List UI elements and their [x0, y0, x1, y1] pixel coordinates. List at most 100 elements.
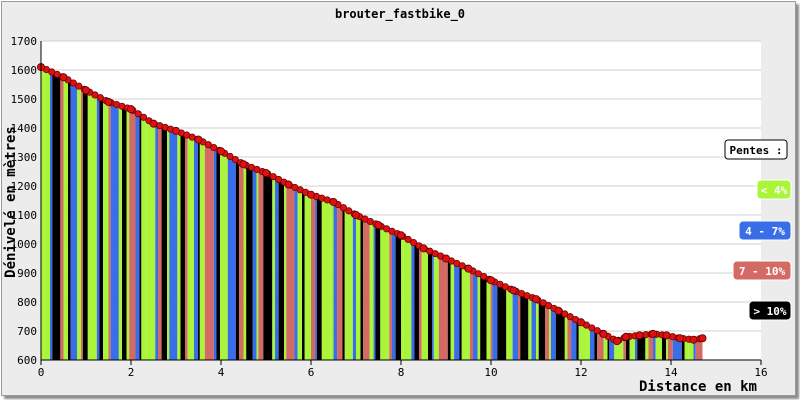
slope-bar: [538, 300, 545, 360]
slope-bar: [492, 280, 498, 360]
slope-bar: [344, 208, 353, 360]
slope-bar: [220, 150, 226, 360]
slope-bar: [571, 317, 577, 360]
slope-bar: [421, 247, 428, 360]
elevation-point: [441, 254, 450, 263]
slope-bar: [590, 326, 595, 360]
slope-bar: [473, 270, 478, 360]
slope-bar: [99, 97, 104, 360]
slope-bar: [428, 250, 433, 360]
slope-bar: [146, 119, 156, 360]
slope-bar: [96, 95, 100, 361]
slope-bar: [555, 309, 565, 360]
chart-title: brouter_fastbike_0: [335, 7, 465, 22]
slope-bar: [549, 305, 551, 360]
slope-bar: [486, 277, 491, 360]
legend-swatch: [756, 179, 792, 200]
slope-bar: [528, 296, 532, 360]
legend-label: > 10%: [753, 305, 786, 318]
elevation-points: [37, 63, 707, 346]
elevation-point: [345, 207, 353, 215]
elevation-point: [410, 239, 418, 247]
slope-bar: [645, 334, 649, 360]
slope-bar: [545, 303, 550, 360]
slope-bar: [411, 241, 415, 360]
slope-bar: [256, 169, 259, 360]
slope-bar: [246, 165, 253, 360]
slope-bar: [375, 223, 381, 360]
slope-bar: [158, 125, 162, 360]
slope-bar: [459, 264, 462, 360]
elevation-point: [261, 168, 270, 177]
elevation-point: [134, 110, 142, 118]
slope-bar: [637, 334, 646, 360]
slope-bar: [311, 194, 316, 360]
slope-bar: [239, 161, 244, 360]
slope-bar: [497, 283, 507, 360]
slope-bar: [403, 236, 412, 360]
legend-swatch: [748, 300, 792, 321]
elevation-point: [613, 337, 622, 346]
elevation-point: [532, 295, 541, 304]
slope-bar: [198, 139, 200, 360]
slope-bar: [567, 315, 572, 360]
slope-bar: [252, 167, 257, 360]
slope-bar: [655, 334, 662, 360]
slope-bar: [662, 334, 667, 360]
slope-bar: [395, 232, 401, 360]
slope-bar: [653, 333, 656, 360]
slope-bar: [509, 288, 513, 360]
slope-bar: [536, 299, 539, 360]
slope-bar: [81, 87, 83, 360]
slope-bar: [243, 164, 247, 360]
slope-bar: [576, 319, 579, 360]
y-tick-label: 800: [17, 296, 37, 309]
elevation-point: [329, 197, 338, 206]
slope-bar: [337, 204, 343, 360]
slope-bar: [512, 289, 518, 360]
slope-bar: [199, 140, 205, 360]
slope-bar: [263, 171, 273, 360]
x-tick-label: 4: [218, 366, 225, 379]
slope-bar: [342, 207, 345, 360]
slope-bar: [122, 106, 127, 360]
slope-bar: [135, 112, 140, 360]
legend-label: < 4%: [761, 184, 788, 197]
slope-bar: [693, 339, 696, 360]
elevation-point: [662, 331, 671, 340]
slope-bar: [688, 339, 694, 360]
slope-bar: [297, 188, 302, 360]
elevation-point: [127, 105, 136, 114]
slope-bar: [648, 333, 653, 360]
slope-bar: [284, 182, 287, 360]
x-axis-label: Distance en km: [639, 379, 757, 395]
slope-bar: [227, 155, 236, 360]
x-tick-labels: 0 2 4 6 8 10 12 14 16: [38, 366, 768, 379]
slope-bar: [360, 217, 364, 360]
slope-bar: [108, 101, 111, 361]
elevation-point: [689, 335, 698, 344]
slope-bar: [333, 201, 338, 360]
elevation-point: [82, 86, 91, 95]
slope-bar: [275, 177, 279, 360]
slope-bar: [87, 91, 97, 360]
slope-bar: [304, 191, 311, 360]
slope-bar: [187, 135, 194, 360]
slope-bar: [302, 190, 305, 360]
slope-bar: [52, 72, 61, 361]
elevation-point: [676, 334, 685, 343]
slope-bar: [629, 335, 635, 360]
elevation-point: [306, 190, 315, 199]
slope-bar: [169, 128, 178, 360]
slope-bar: [258, 169, 264, 360]
slope-bar: [623, 336, 626, 360]
y-tick-label: 1200: [11, 180, 38, 193]
slope-bar: [392, 231, 396, 360]
slope-bar: [667, 335, 673, 360]
slope-bar: [103, 99, 109, 360]
elevation-point: [599, 329, 608, 338]
elevation-point: [69, 79, 77, 87]
elevation-point: [75, 82, 83, 90]
slope-bar: [401, 235, 404, 360]
slope-bar: [586, 325, 590, 360]
